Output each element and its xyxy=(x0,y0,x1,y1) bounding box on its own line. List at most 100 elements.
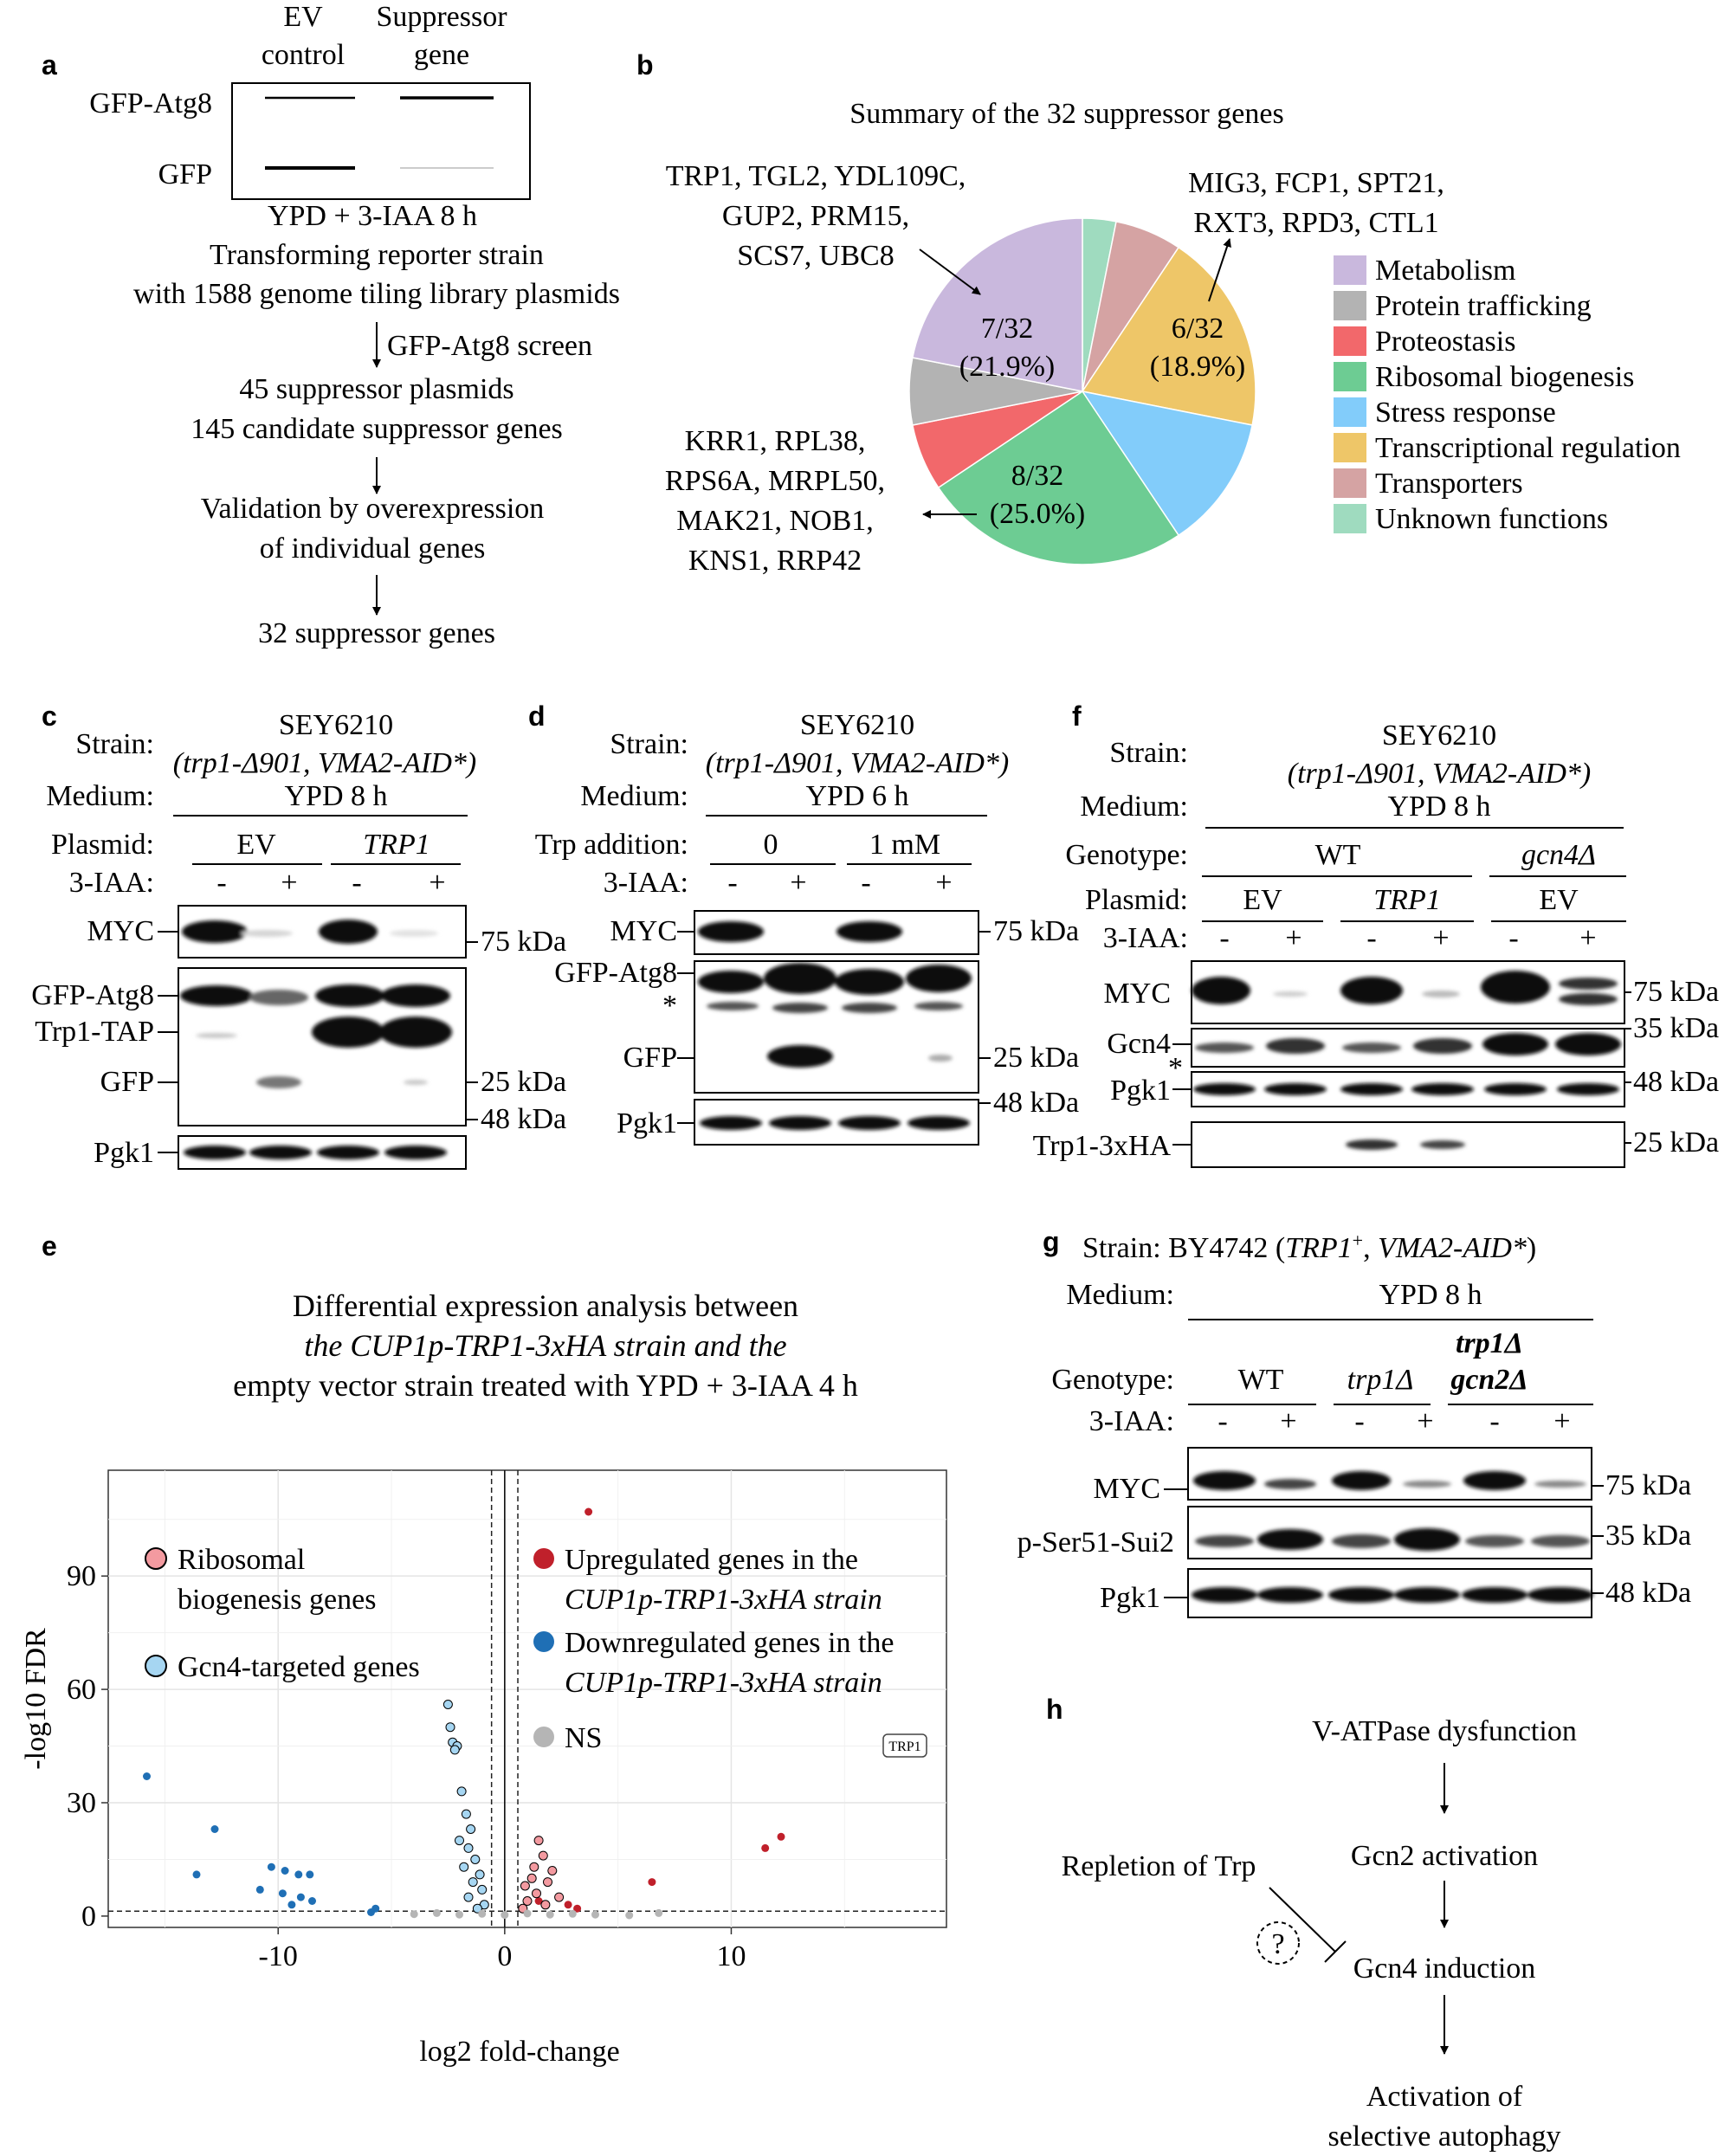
c-strain-key: Strain: xyxy=(75,728,154,760)
volcano-point xyxy=(442,1700,453,1709)
col-ev-line2: control xyxy=(262,39,345,71)
d-trp-key: Trp addition: xyxy=(535,829,688,861)
panel-a: a EV control Suppressor gene GFP-Atg8 GF… xyxy=(42,1,620,649)
y-tick-label: 90 xyxy=(67,1560,96,1592)
g-medium-key: Medium: xyxy=(1066,1279,1174,1311)
c-blot-bands xyxy=(180,920,452,1159)
g-geno-double-line1: trp1Δ xyxy=(1456,1327,1523,1359)
f-iaa-lane4: + xyxy=(1432,922,1449,954)
volcano-point xyxy=(761,1843,770,1852)
f-plasmid-ev2: EV xyxy=(1539,884,1579,916)
f-strain-key: Strain: xyxy=(1109,737,1188,769)
d-marker-75: 75 kDa xyxy=(993,915,1079,947)
slice-label-transcription-count: 6/32 xyxy=(1172,313,1224,345)
volcano-point xyxy=(540,1900,551,1910)
volcano-point xyxy=(449,1745,460,1755)
volcano-point xyxy=(533,1836,544,1846)
volcano-point xyxy=(445,1722,455,1733)
panel-label-g: g xyxy=(1043,1226,1060,1257)
pie-slices xyxy=(908,217,1256,565)
legend-swatch-unknown-functions xyxy=(1334,504,1366,533)
volcano-point xyxy=(255,1885,264,1894)
y-tick-label: 60 xyxy=(67,1674,96,1706)
legend-down-line2: CUP1p-TRP1-3xHA strain xyxy=(565,1667,882,1699)
c-genotype: (trp1-Δ901, VMA2-AID*) xyxy=(173,747,476,779)
c-medium-key: Medium: xyxy=(46,780,154,812)
volcano-point xyxy=(367,1908,375,1916)
trp1-annotation-box xyxy=(882,1733,927,1758)
panel-label-b: b xyxy=(636,49,654,81)
slice-label-transcription-pct: (18.9%) xyxy=(1150,351,1245,383)
volcano-point xyxy=(459,1862,469,1872)
pie-slice-metabolism xyxy=(911,217,1083,392)
panel-label-f: f xyxy=(1072,700,1082,732)
legend-ribo-swatch xyxy=(145,1547,167,1570)
panel-b: b Summary of the 32 suppressor genes 7/3… xyxy=(636,49,1681,577)
slice-label-metabolism-count: 7/32 xyxy=(981,313,1033,345)
x-tick-label: -10 xyxy=(259,1940,298,1972)
y-tick-label: 0 xyxy=(81,1901,96,1933)
d-row-gfp-atg8: GFP-Atg8 xyxy=(554,957,677,989)
g-iaa-lane2: + xyxy=(1280,1405,1296,1437)
legend-swatch-stress-response xyxy=(1334,397,1366,427)
volcano-point xyxy=(432,1908,441,1917)
volcano-point xyxy=(294,1870,303,1879)
slice-label-metabolism-pct: (21.9%) xyxy=(959,351,1055,383)
legend-down-swatch xyxy=(533,1631,554,1652)
f-iaa-lane1: - xyxy=(1219,922,1229,954)
c-row-myc: MYC xyxy=(87,915,154,947)
panel-label-e: e xyxy=(42,1230,57,1262)
g-medium-value: YPD 8 h xyxy=(1379,1279,1482,1311)
trp1-annotation: TRP1 xyxy=(888,1740,920,1754)
volcano-point xyxy=(585,1507,593,1516)
volcano-point xyxy=(591,1910,599,1919)
volcano-point xyxy=(281,1867,289,1875)
d-medium-key: Medium: xyxy=(580,780,688,812)
f-plasmid-ev1: EV xyxy=(1243,884,1282,916)
volcano-point xyxy=(143,1772,151,1780)
panel-c: c Strain: SEY6210 (trp1-Δ901, VMA2-AID*)… xyxy=(31,700,566,1170)
e-ylabel: -log10 FDR xyxy=(20,1628,52,1770)
volcano-point xyxy=(547,1866,558,1875)
volcano-point xyxy=(306,1870,314,1879)
legend-swatch-transcriptional-regulation xyxy=(1334,433,1366,462)
d-strain-value: SEY6210 xyxy=(800,709,914,741)
volcano-point xyxy=(568,1909,577,1918)
g-strain-line: Strain: BY4742 (TRP1+, VMA2-AID*) xyxy=(1082,1230,1536,1264)
f-marker-48: 48 kDa xyxy=(1633,1066,1719,1098)
g-iaa-lane1: - xyxy=(1218,1405,1227,1437)
genes-metabolism-line2: GUP2, PRM15, xyxy=(722,200,909,232)
genes-ribosome-line3: MAK21, NOB1, xyxy=(676,505,874,537)
g-marker-35: 35 kDa xyxy=(1605,1520,1691,1552)
f-blot-bands xyxy=(1192,971,1621,1150)
col-suppressor-line2: gene xyxy=(414,39,469,71)
f-row-myc: MYC xyxy=(1104,978,1171,1010)
c-row-gfp: GFP xyxy=(100,1066,154,1098)
volcano-point xyxy=(523,1909,532,1918)
legend-up-line1: Upregulated genes in the xyxy=(565,1544,858,1576)
legend-gcn4: Gcn4-targeted genes xyxy=(178,1651,420,1683)
c-strain-value: SEY6210 xyxy=(279,709,393,741)
panel-e: e Differential expression analysis betwe… xyxy=(20,1230,947,2068)
g-blot-bands xyxy=(1192,1471,1593,1603)
d-marker-48: 48 kDa xyxy=(993,1087,1079,1119)
legend-label-unknown-functions: Unknown functions xyxy=(1375,503,1608,535)
col-ev-line1: EV xyxy=(283,1,323,33)
volcano-point xyxy=(477,1884,488,1895)
flow-step-8: 32 suppressor genes xyxy=(258,617,495,649)
volcano-point xyxy=(501,1911,509,1920)
legend-swatch-protein-trafficking xyxy=(1334,291,1366,320)
h-step-gcn2: Gcn2 activation xyxy=(1351,1840,1538,1872)
f-plasmid-key: Plasmid: xyxy=(1085,884,1188,916)
d-row-asterisk: * xyxy=(662,990,677,1022)
h-unknown-mark: ? xyxy=(1271,1928,1284,1960)
d-trp-1mm: 1 mM xyxy=(869,829,940,861)
c-marker-75: 75 kDa xyxy=(481,926,566,958)
panel-label-c: c xyxy=(42,700,57,732)
f-medium-value: YPD 8 h xyxy=(1387,791,1490,823)
c-row-gfp-atg8: GFP-Atg8 xyxy=(31,979,154,1011)
flow-screen-label: GFP-Atg8 screen xyxy=(387,330,592,362)
volcano-point xyxy=(267,1862,275,1871)
pie-slice-ribosomal-biogenesis xyxy=(937,390,1180,565)
volcano-point xyxy=(475,1869,485,1880)
